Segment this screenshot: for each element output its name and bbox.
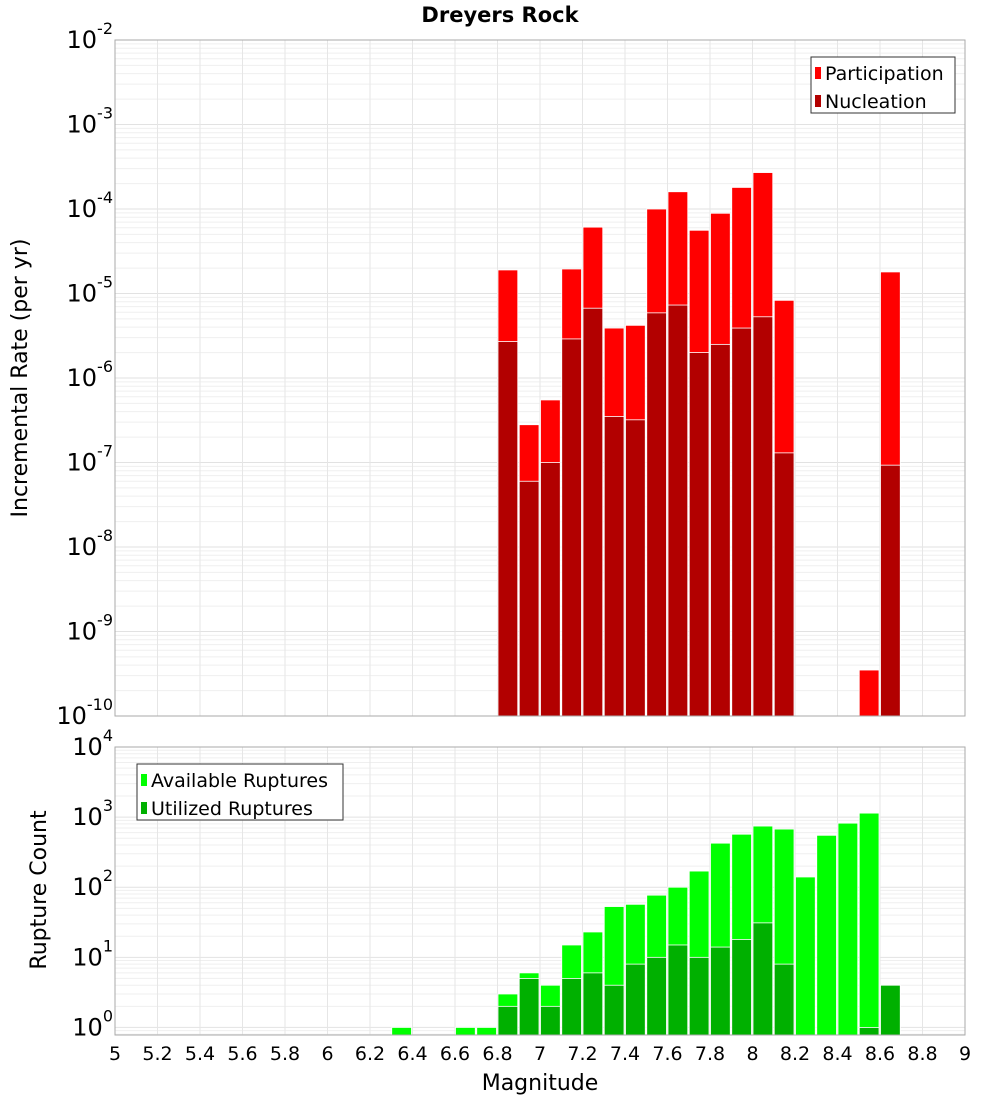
legend-swatch [141,802,147,814]
bar-nucleation [497,341,519,717]
y-tick-label: 10-10 [56,695,113,730]
bar-nucleation [603,416,625,717]
x-tick-label: 6 [321,1043,333,1065]
legend-label: Nucleation [825,91,927,113]
bar-nucleation [540,462,561,717]
bar-utilized-ruptures [710,946,731,1036]
bar-nucleation [880,464,901,717]
legend-box [136,763,344,821]
x-tick-label: 7 [534,1043,546,1065]
bar-utilized-ruptures [561,978,582,1036]
plot-border [114,746,966,1036]
legend-swatch [815,67,821,79]
bar-utilized-ruptures [731,939,752,1036]
x-tick-label: 8 [746,1043,758,1065]
y-tick-label: 101 [72,936,113,971]
x-tick-label: 6.4 [397,1043,427,1065]
bar-utilized-ruptures [497,1005,519,1036]
x-tick-label: 9 [959,1043,971,1065]
bar-nucleation [773,452,795,717]
legend-box [810,56,956,114]
y-tick-label: 10-8 [67,526,114,561]
x-tick-label: 6.8 [482,1043,512,1065]
bar-nucleation [518,480,540,717]
bar-utilized-ruptures [667,944,689,1036]
bar-nucleation [688,352,710,717]
x-tick-label: 5.6 [227,1043,257,1065]
rate-panel: 10-10 10-9 10-8 10-7 10-6 10-5 10-4 10-3 10-2 Par… [56,19,966,730]
legend-label: Available Ruptures [151,770,328,792]
bar-nucleation [582,307,604,717]
bar-nucleation [646,312,667,717]
legend-swatch [815,95,821,107]
bar-nucleation [625,419,646,717]
legend-swatch [141,774,147,786]
y-axis-label-count: Rupture Count [27,810,52,970]
bar-utilized-ruptures [603,984,625,1036]
x-tick-label: 5.4 [185,1043,215,1065]
bar-nucleation [731,327,752,717]
bar-utilized-ruptures [646,956,667,1036]
y-tick-label: 10-4 [67,188,114,223]
x-tick-label: 7.6 [652,1043,682,1065]
x-tick-label: 8.6 [865,1043,895,1065]
count-panel: 100 101 102 103 104 Available Ruptures Utilize… [72,726,971,1065]
x-axis-label: Magnitude [482,1071,599,1096]
chart-title: Dreyers Rock [421,3,579,27]
x-tick-label: 7.8 [695,1043,725,1065]
bar-available-ruptures [795,876,816,1036]
bar-available-ruptures [858,812,880,1036]
y-tick-label: 103 [72,796,113,831]
bar-utilized-ruptures [518,978,540,1036]
y-tick-label: 10-3 [67,104,114,139]
bar-utilized-ruptures [858,1027,880,1036]
y-axis-label-rate: Incremental Rate (per yr) [8,239,33,518]
bar-available-ruptures [816,834,837,1036]
x-tick-label: 8.2 [780,1043,810,1065]
legend-label: Participation [825,63,944,85]
bar-utilized-ruptures [625,963,646,1036]
bar-nucleation [667,304,689,717]
bar-nucleation [710,343,731,717]
bar-nucleation [561,338,582,717]
x-tick-label: 7.4 [610,1043,640,1065]
bar-available-ruptures [476,1027,497,1036]
x-tick-label: 6.2 [355,1043,385,1065]
x-tick-label: 8.4 [822,1043,852,1065]
bar-utilized-ruptures [688,956,710,1036]
x-tick-label: 5 [109,1043,121,1065]
bar-utilized-ruptures [540,1005,561,1036]
y-tick-label: 10-7 [67,442,114,477]
y-tick-label: 100 [72,1006,113,1041]
legend: Participation Nucleation [810,56,956,114]
y-tick-label: 10-2 [67,19,114,54]
legend: Available Ruptures Utilized Ruptures [136,763,344,821]
bar-utilized-ruptures [880,984,901,1036]
x-tick-label: 5.2 [142,1043,172,1065]
y-tick-label: 10-9 [67,611,114,646]
y-tick-label: 104 [72,726,113,761]
x-tick-label: 5.8 [270,1043,300,1065]
y-tick-label: 102 [72,866,113,901]
y-tick-label: 10-6 [67,357,114,392]
bar-participation [858,669,880,717]
legend-label: Utilized Ruptures [151,798,313,820]
bar-utilized-ruptures [773,963,795,1036]
bar-available-ruptures [837,822,859,1036]
x-tick-label: 8.8 [907,1043,937,1065]
bar-available-ruptures [391,1027,412,1036]
x-tick-label: 6.6 [440,1043,470,1065]
bar-nucleation [752,316,774,717]
y-tick-label: 10-5 [67,273,114,308]
bar-available-ruptures [455,1027,476,1036]
bar-utilized-ruptures [752,922,774,1036]
bar-utilized-ruptures [582,972,604,1036]
plot-border [114,39,966,717]
x-tick-label: 7.2 [567,1043,597,1065]
